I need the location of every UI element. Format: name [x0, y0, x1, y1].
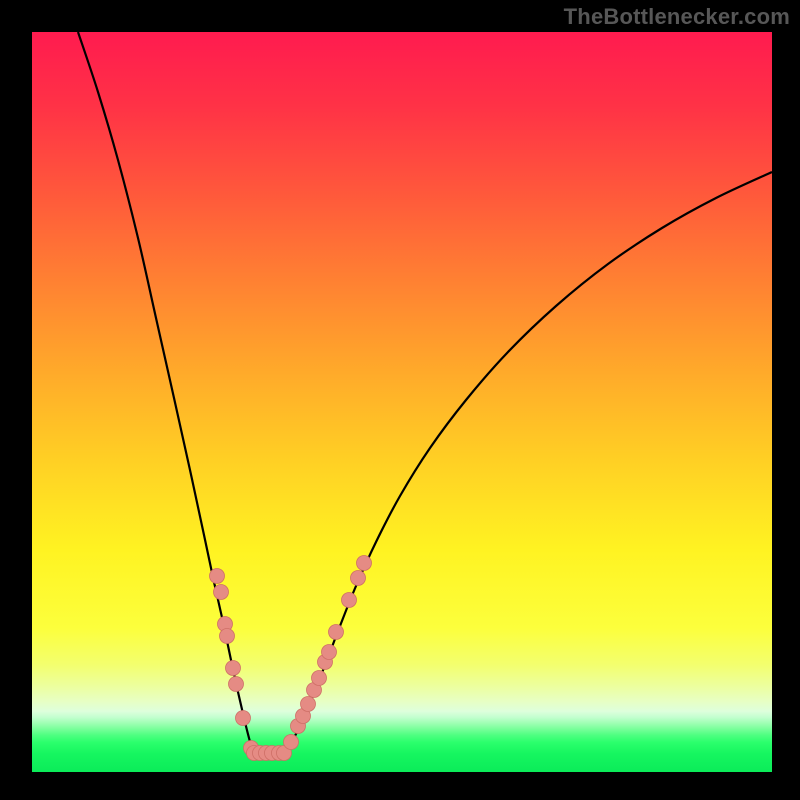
data-marker [342, 593, 357, 608]
data-marker [236, 711, 251, 726]
data-marker [214, 585, 229, 600]
chart-stage: TheBottlenecker.com [0, 0, 800, 800]
chart-svg [0, 0, 800, 800]
data-marker [301, 697, 316, 712]
data-marker [322, 645, 337, 660]
data-marker [284, 735, 299, 750]
data-marker [357, 556, 372, 571]
data-marker [226, 661, 241, 676]
data-marker [220, 629, 235, 644]
data-marker [351, 571, 366, 586]
data-marker [312, 671, 327, 686]
plot-area [32, 32, 772, 772]
data-marker [210, 569, 225, 584]
data-marker [329, 625, 344, 640]
data-marker [229, 677, 244, 692]
